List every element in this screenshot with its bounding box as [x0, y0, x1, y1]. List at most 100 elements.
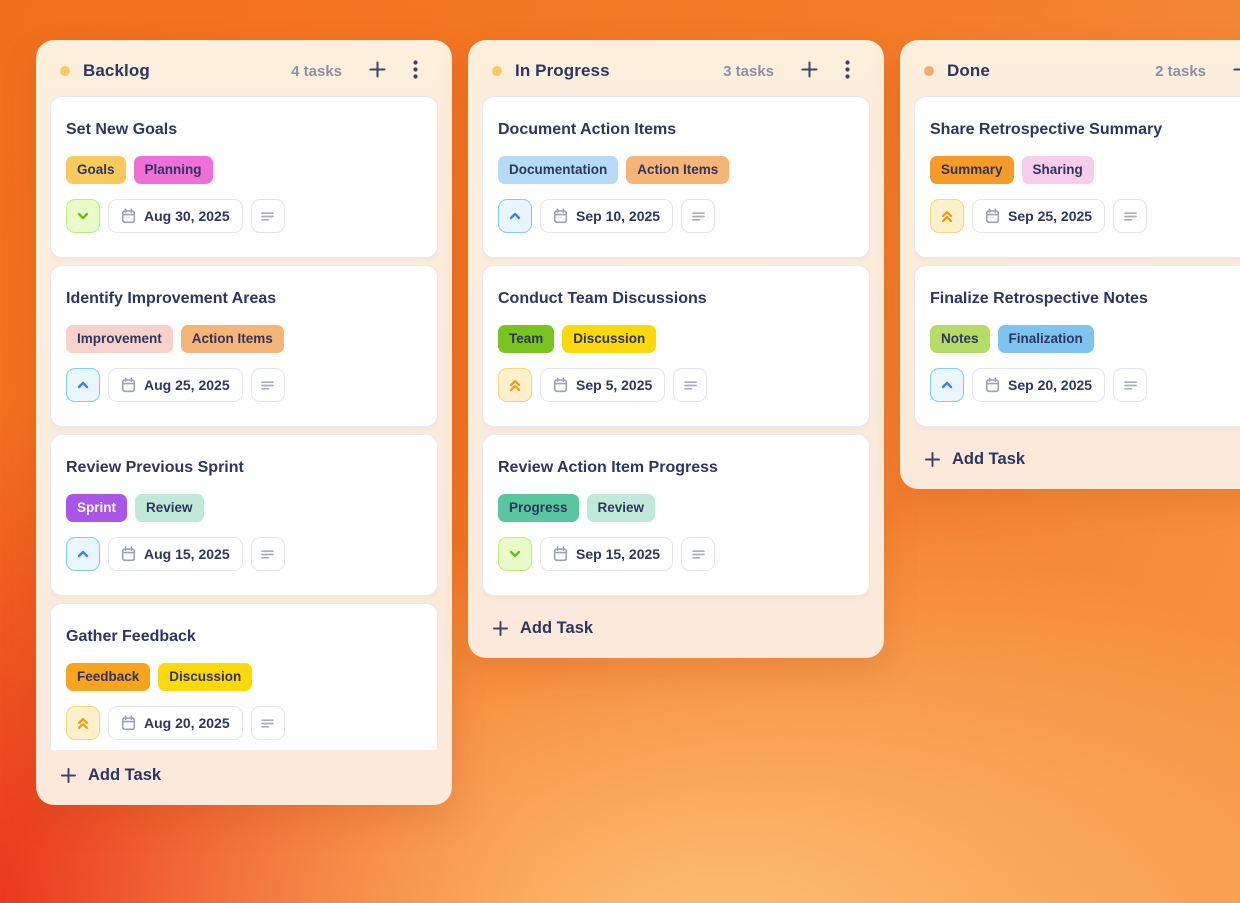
- due-date-label: Sep 10, 2025: [576, 208, 661, 224]
- due-date-label: Sep 20, 2025: [1008, 377, 1093, 393]
- tag-list: Notes Finalization: [930, 325, 1240, 353]
- column-header: In Progress 3 tasks: [482, 52, 870, 96]
- kanban-board: Backlog 4 tasks Set New Goals Goals Plann…: [36, 40, 1240, 805]
- task-card[interactable]: Set New Goals Goals Planning Aug 30, 2025: [50, 96, 438, 258]
- task-card[interactable]: Review Previous Sprint Sprint Review Aug …: [50, 434, 438, 596]
- task-meta-row: Aug 15, 2025: [66, 537, 422, 571]
- priority-high-button[interactable]: [66, 706, 100, 740]
- task-meta-row: Sep 20, 2025: [930, 368, 1240, 402]
- column-status-dot: [492, 66, 502, 76]
- notes-button[interactable]: [250, 199, 285, 233]
- due-date-button[interactable]: Aug 15, 2025: [108, 537, 243, 571]
- add-card-button[interactable]: [1228, 58, 1240, 84]
- tag-review: Review: [135, 494, 204, 522]
- notes-button[interactable]: [250, 368, 285, 402]
- task-title: Document Action Items: [498, 121, 677, 138]
- due-date-button[interactable]: Sep 15, 2025: [540, 537, 674, 571]
- task-card[interactable]: Conduct Team Discussions Team Discussion …: [482, 265, 870, 427]
- column-status-dot: [924, 66, 934, 76]
- notes-button[interactable]: [250, 706, 285, 740]
- calendar-icon: [121, 377, 136, 393]
- tag-list: Documentation Action Items: [498, 156, 854, 184]
- notes-lines-icon: [260, 379, 275, 392]
- priority-medium-button[interactable]: [66, 368, 100, 402]
- tag-goals: Goals: [66, 156, 126, 184]
- add-task-button[interactable]: Add Task: [482, 603, 603, 646]
- priority-medium-button[interactable]: [66, 537, 100, 571]
- column-menu-button[interactable]: [834, 58, 860, 84]
- card-list: Set New Goals Goals Planning Aug 30, 2025: [50, 96, 438, 750]
- notes-button[interactable]: [1113, 199, 1148, 233]
- calendar-icon: [553, 208, 568, 224]
- task-card[interactable]: Identify Improvement Areas Improvement Ac…: [50, 265, 438, 427]
- notes-button[interactable]: [681, 199, 716, 233]
- tag-improvement: Improvement: [66, 325, 173, 353]
- tag-feedback: Feedback: [66, 663, 151, 691]
- column-menu-button[interactable]: [402, 58, 428, 84]
- priority-low-button[interactable]: [498, 537, 532, 571]
- task-card[interactable]: Review Action Item Progress Progress Revi…: [482, 434, 870, 596]
- chevron-up-icon: [75, 546, 91, 562]
- tag-sprint: Sprint: [66, 494, 127, 522]
- priority-high-button[interactable]: [930, 199, 964, 233]
- column-header: Done 2 tasks: [914, 52, 1240, 96]
- notes-button[interactable]: [1113, 368, 1148, 402]
- notes-button[interactable]: [250, 537, 285, 571]
- calendar-icon: [121, 546, 136, 562]
- task-card[interactable]: Share Retrospective Summary Summary Shari…: [914, 96, 1240, 258]
- task-card[interactable]: Finalize Retrospective Notes Notes Finali…: [914, 265, 1240, 427]
- tag-list: Sprint Review: [66, 494, 422, 522]
- notes-lines-icon: [260, 717, 275, 730]
- column-footer: Add Task: [482, 603, 870, 646]
- add-card-button[interactable]: [364, 58, 390, 84]
- calendar-icon: [121, 208, 136, 224]
- notes-lines-icon: [1123, 379, 1138, 392]
- task-card[interactable]: Document Action Items Documentation Actio…: [482, 96, 870, 258]
- due-date-button[interactable]: Sep 10, 2025: [540, 199, 674, 233]
- notes-button[interactable]: [673, 368, 708, 402]
- tag-action-items: Action Items: [180, 325, 284, 353]
- double-chevron-up-icon: [75, 715, 91, 731]
- priority-high-button[interactable]: [498, 368, 532, 402]
- card-list: Document Action Items Documentation Actio…: [482, 96, 870, 603]
- task-meta-row: Sep 15, 2025: [498, 537, 854, 571]
- calendar-icon: [121, 715, 136, 731]
- priority-medium-button[interactable]: [498, 199, 532, 233]
- add-card-button[interactable]: [796, 58, 822, 84]
- add-task-button[interactable]: Add Task: [50, 750, 171, 793]
- plus-icon: [492, 620, 509, 637]
- plus-icon: [60, 767, 77, 784]
- notes-lines-icon: [691, 548, 706, 561]
- board-column-backlog: Backlog 4 tasks Set New Goals Goals Plann…: [36, 40, 452, 805]
- task-meta-row: Sep 25, 2025: [930, 199, 1240, 233]
- notes-button[interactable]: [681, 537, 716, 571]
- column-title: In Progress: [515, 61, 610, 80]
- task-meta-row: Sep 5, 2025: [498, 368, 854, 402]
- calendar-icon: [985, 208, 1000, 224]
- tag-finalization: Finalization: [997, 325, 1094, 353]
- chevron-up-icon: [939, 377, 955, 393]
- add-task-button[interactable]: Add Task: [914, 434, 1035, 477]
- chevron-up-icon: [75, 377, 91, 393]
- plus-icon: [800, 60, 819, 82]
- notes-lines-icon: [260, 210, 275, 223]
- due-date-button[interactable]: Aug 25, 2025: [108, 368, 243, 402]
- due-date-button[interactable]: Sep 25, 2025: [972, 199, 1106, 233]
- column-title: Done: [947, 61, 990, 80]
- due-date-button[interactable]: Sep 20, 2025: [972, 368, 1106, 402]
- due-date-label: Aug 25, 2025: [144, 377, 230, 393]
- due-date-button[interactable]: Sep 5, 2025: [540, 368, 666, 402]
- calendar-icon: [553, 546, 568, 562]
- due-date-label: Aug 30, 2025: [144, 208, 230, 224]
- priority-low-button[interactable]: [66, 199, 100, 233]
- priority-medium-button[interactable]: [930, 368, 964, 402]
- due-date-button[interactable]: Aug 20, 2025: [108, 706, 243, 740]
- kebab-menu-icon: [844, 60, 850, 82]
- tag-review: Review: [586, 494, 656, 522]
- due-date-label: Aug 20, 2025: [144, 715, 230, 731]
- task-title: Conduct Team Discussions: [498, 290, 707, 307]
- task-card[interactable]: Gather Feedback Feedback Discussion Aug 2…: [50, 603, 438, 750]
- chevron-up-icon: [507, 208, 523, 224]
- column-title: Backlog: [83, 61, 150, 80]
- due-date-button[interactable]: Aug 30, 2025: [108, 199, 243, 233]
